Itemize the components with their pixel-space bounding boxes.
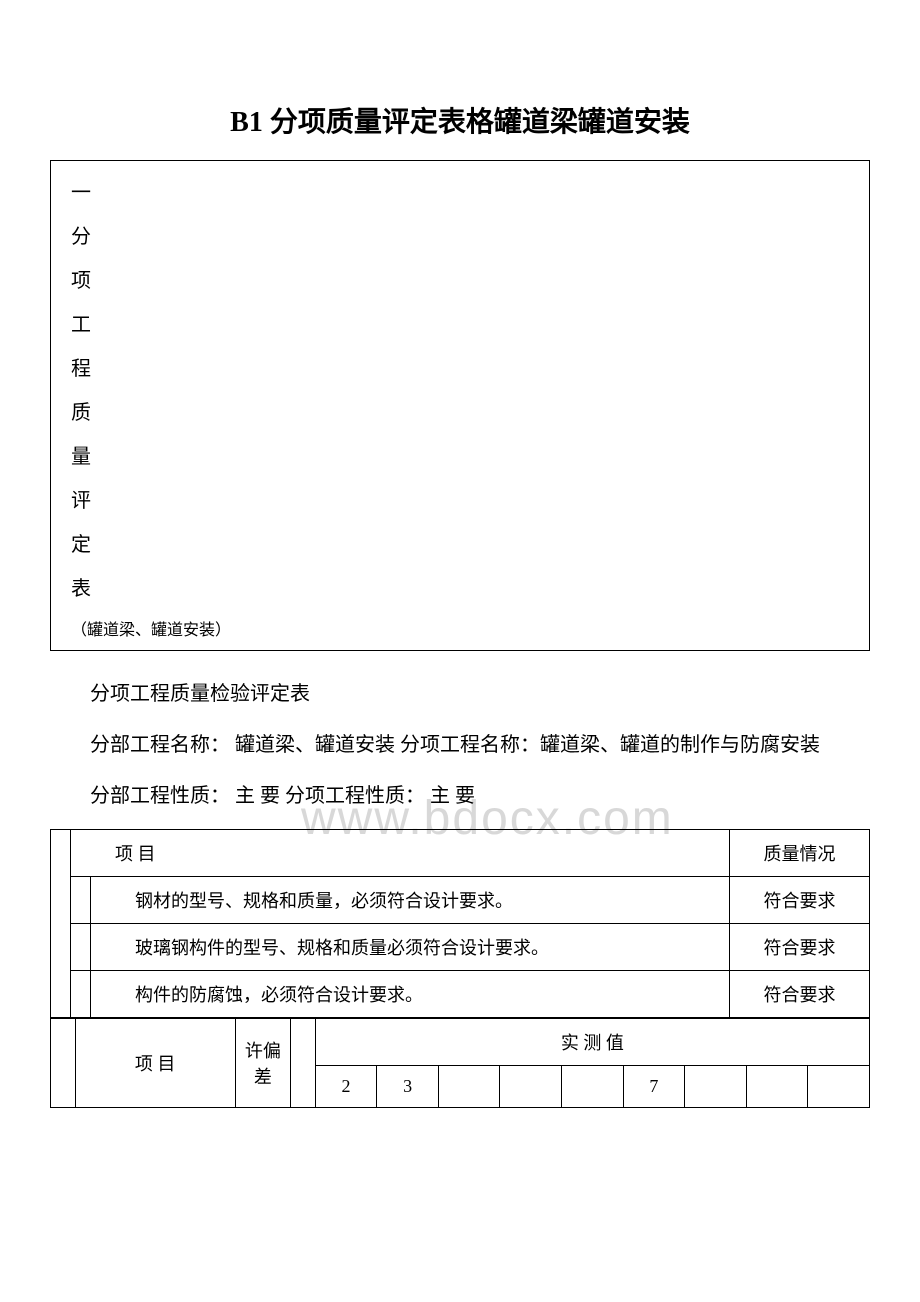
col-empty [746, 1066, 808, 1108]
table-row: 钢材的型号、规格和质量，必须符合设计要求。 符合要求 [51, 877, 870, 924]
header-box-table: 一 分 项 工 程 质 量 评 定 表 （罐道梁、罐道安装） www.bdocx… [50, 160, 870, 651]
vchar: 工 [71, 303, 849, 347]
measurement-table: 项 目 许偏差 实 测 值 2 3 7 [50, 1018, 870, 1108]
vchar: 量 [71, 435, 849, 479]
row-spacer [71, 924, 91, 971]
col-empty [808, 1066, 870, 1108]
col-3: 3 [377, 1066, 439, 1108]
vchar: 评 [71, 479, 849, 523]
vchar: 质 [71, 391, 849, 435]
spacer [291, 1019, 316, 1108]
vchar: 表 [71, 567, 849, 611]
col-empty [562, 1066, 624, 1108]
vertical-heading: 一 分 项 工 程 质 量 评 定 表 [71, 171, 849, 611]
row1-text: 钢材的型号、规格和质量，必须符合设计要求。 [91, 877, 730, 924]
measured-header: 实 测 值 [315, 1019, 869, 1066]
table-header-row: 项 目 质量情况 [51, 830, 870, 877]
paragraph-2: 分部工程名称： 罐道梁、罐道安装 分项工程名称：罐道梁、罐道的制作与防腐安装 [50, 727, 870, 763]
table-row: 构件的防腐蚀，必须符合设计要求。 符合要求 [51, 971, 870, 1018]
paragraph-3: 分部工程性质： 主 要 分项工程性质： 主 要 [50, 778, 870, 814]
vchar: 定 [71, 523, 849, 567]
subtitle-note: （罐道梁、罐道安装） [71, 616, 849, 640]
col-2: 2 [315, 1066, 377, 1108]
vchar: 一 [71, 171, 849, 215]
row3-status: 符合要求 [730, 971, 870, 1018]
col-empty [438, 1066, 500, 1108]
table-row: 玻璃钢构件的型号、规格和质量必须符合设计要求。 符合要求 [51, 924, 870, 971]
row-spacer [71, 971, 91, 1018]
row2-text: 玻璃钢构件的型号、规格和质量必须符合设计要求。 [91, 924, 730, 971]
vchar: 程 [71, 347, 849, 391]
row2-status: 符合要求 [730, 924, 870, 971]
allow-dev-header: 许偏差 [235, 1019, 290, 1108]
col-empty [500, 1066, 562, 1108]
row1-status: 符合要求 [730, 877, 870, 924]
header-quality: 质量情况 [730, 830, 870, 877]
quality-table: 项 目 质量情况 钢材的型号、规格和质量，必须符合设计要求。 符合要求 玻璃钢构… [50, 829, 870, 1018]
col-7: 7 [623, 1066, 685, 1108]
row3-text: 构件的防腐蚀，必须符合设计要求。 [91, 971, 730, 1018]
row-spacer [71, 877, 91, 924]
lower-project-header: 项 目 [75, 1019, 235, 1108]
measure-header-row: 项 目 许偏差 实 测 值 [51, 1019, 870, 1066]
page-title: B1 分项质量评定表格罐道梁罐道安装 [50, 100, 870, 140]
left-spacer [51, 830, 71, 1018]
header-project: 项 目 [71, 830, 730, 877]
col-empty [685, 1066, 747, 1108]
vchar: 项 [71, 259, 849, 303]
vchar: 分 [71, 215, 849, 259]
left-spacer [51, 1019, 76, 1108]
vertical-heading-cell: 一 分 项 工 程 质 量 评 定 表 （罐道梁、罐道安装） www.bdocx… [51, 161, 870, 651]
paragraph-1: 分项工程质量检验评定表 [50, 676, 870, 712]
